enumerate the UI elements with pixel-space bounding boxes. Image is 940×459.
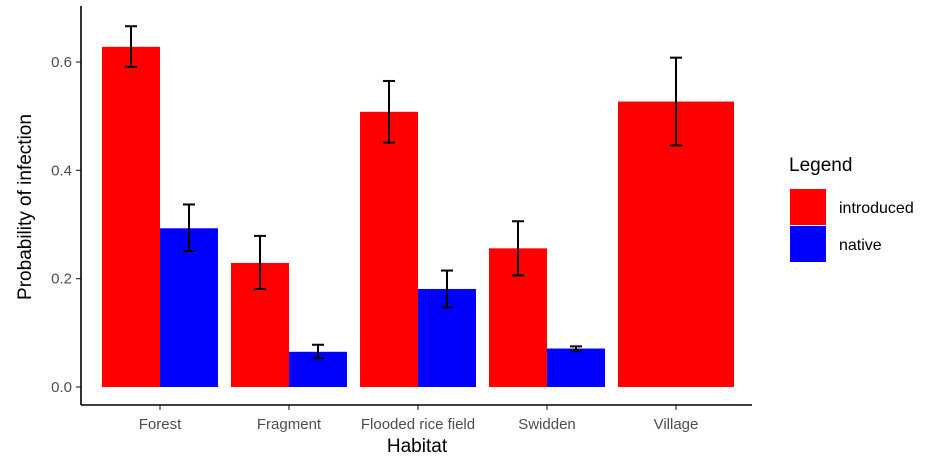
x-tick-label-swidden: Swidden bbox=[518, 416, 576, 433]
error-bar-introduced-fragment bbox=[254, 234, 266, 290]
bar-introduced-forest bbox=[102, 46, 160, 387]
x-axis-title: Habitat bbox=[387, 436, 448, 457]
y-tick-label-0-0: 0.0 bbox=[51, 379, 72, 396]
y-axis-ticks: 0.0 0.2 0.4 0.6 bbox=[51, 54, 81, 396]
error-bar-native-flooded-rice-field bbox=[441, 269, 453, 309]
bars-layer bbox=[102, 46, 734, 388]
error-bar-introduced-village bbox=[670, 56, 682, 147]
y-tick-label-0-6: 0.6 bbox=[51, 54, 72, 71]
x-tick-label-forest: Forest bbox=[139, 416, 182, 433]
legend-label-introduced: introduced bbox=[839, 200, 914, 217]
error-bar-native-swidden bbox=[570, 345, 582, 352]
bar-native-swidden bbox=[547, 348, 605, 387]
error-bar-native-forest bbox=[183, 203, 195, 253]
y-axis-title: Probability of infection bbox=[15, 114, 36, 300]
y-tick-label-0-2: 0.2 bbox=[51, 271, 72, 288]
error-bar-native-fragment bbox=[312, 343, 324, 360]
x-tick-label-fragment: Fragment bbox=[257, 416, 322, 433]
y-tick-label-0-4: 0.4 bbox=[51, 162, 72, 179]
error-bars-layer bbox=[125, 25, 682, 360]
error-bar-introduced-forest bbox=[125, 25, 137, 68]
x-tick-label-flooded-rice-field: Flooded rice field bbox=[361, 416, 475, 433]
x-axis-ticks: Forest Fragment Flooded rice field Swidden V… bbox=[139, 405, 699, 433]
legend-label-native: native bbox=[839, 237, 882, 254]
error-bar-introduced-swidden bbox=[512, 220, 524, 277]
legend-key-introduced bbox=[790, 189, 826, 225]
error-bar-introduced-flooded-rice-field bbox=[383, 79, 395, 144]
bar-introduced-flooded-rice-field bbox=[360, 111, 418, 387]
legend-title: Legend bbox=[789, 155, 852, 176]
legend: Legend introduced native bbox=[789, 155, 914, 262]
bar-introduced-village bbox=[618, 101, 734, 388]
legend-key-native bbox=[790, 226, 826, 262]
bar-native-forest bbox=[160, 228, 218, 387]
x-tick-label-village: Village bbox=[654, 416, 699, 433]
